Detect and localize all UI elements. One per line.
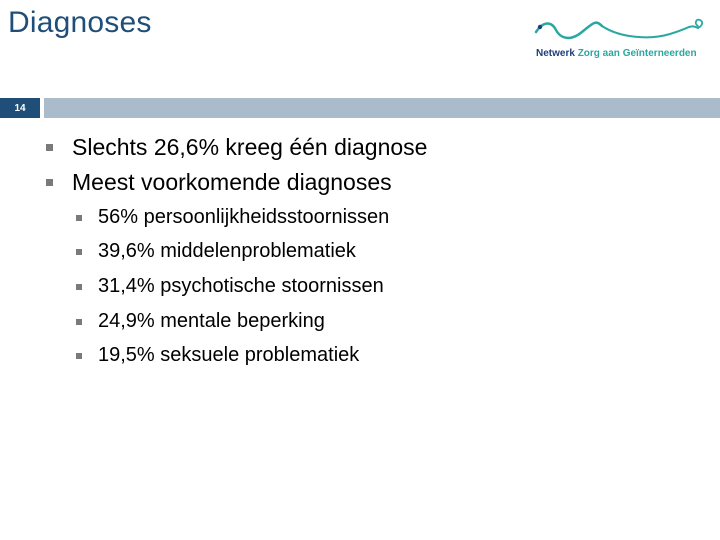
sub-bullet-text: 24,9% mentale beperking [98,310,325,332]
sub-bullet-item: 24,9% mentale beperking [76,310,325,333]
logo-swirl-icon [534,18,704,40]
square-bullet-icon [76,283,82,290]
square-bullet-icon [76,248,82,255]
square-bullet-icon [76,214,82,221]
bullet-text: Slechts 26,6% kreeg één diagnose [72,134,428,160]
square-bullet-icon [76,352,82,359]
sub-bullet-text: 19,5% seksuele problematiek [98,344,360,366]
sub-bullet-item: 56% persoonlijkheidsstoornissen [76,206,389,229]
sub-bullet-item: 19,5% seksuele problematiek [76,344,359,367]
sub-bullet-text: 31,4% psychotische stoornissen [98,275,384,297]
sub-bullet-text: 56% persoonlijkheidsstoornissen [98,206,390,228]
square-bullet-icon [46,144,53,151]
square-bullet-icon [76,318,82,325]
square-bullet-icon [46,179,53,186]
bullet-text: Meest voorkomende diagnoses [72,169,392,195]
bullet-item: Slechts 26,6% kreeg één diagnose [46,134,427,161]
sub-bullet-item: 39,6% middelenproblematiek [76,240,356,263]
sub-bullet-text: 39,6% middelenproblematiek [98,240,356,262]
logo-text-part1: Netwerk [536,48,578,59]
bullet-item: Meest voorkomende diagnoses [46,169,392,196]
slide-number: 14 [0,98,40,118]
logo: Netwerk Zorg aan Geïnterneerden [530,14,715,70]
logo-text: Netwerk Zorg aan Geïnterneerden [536,48,697,59]
sub-bullet-item: 31,4% psychotische stoornissen [76,275,384,298]
logo-text-part2: Zorg aan Geïnterneerden [577,48,697,59]
header-bar [44,98,720,118]
slide-title: Diagnoses [8,6,152,39]
